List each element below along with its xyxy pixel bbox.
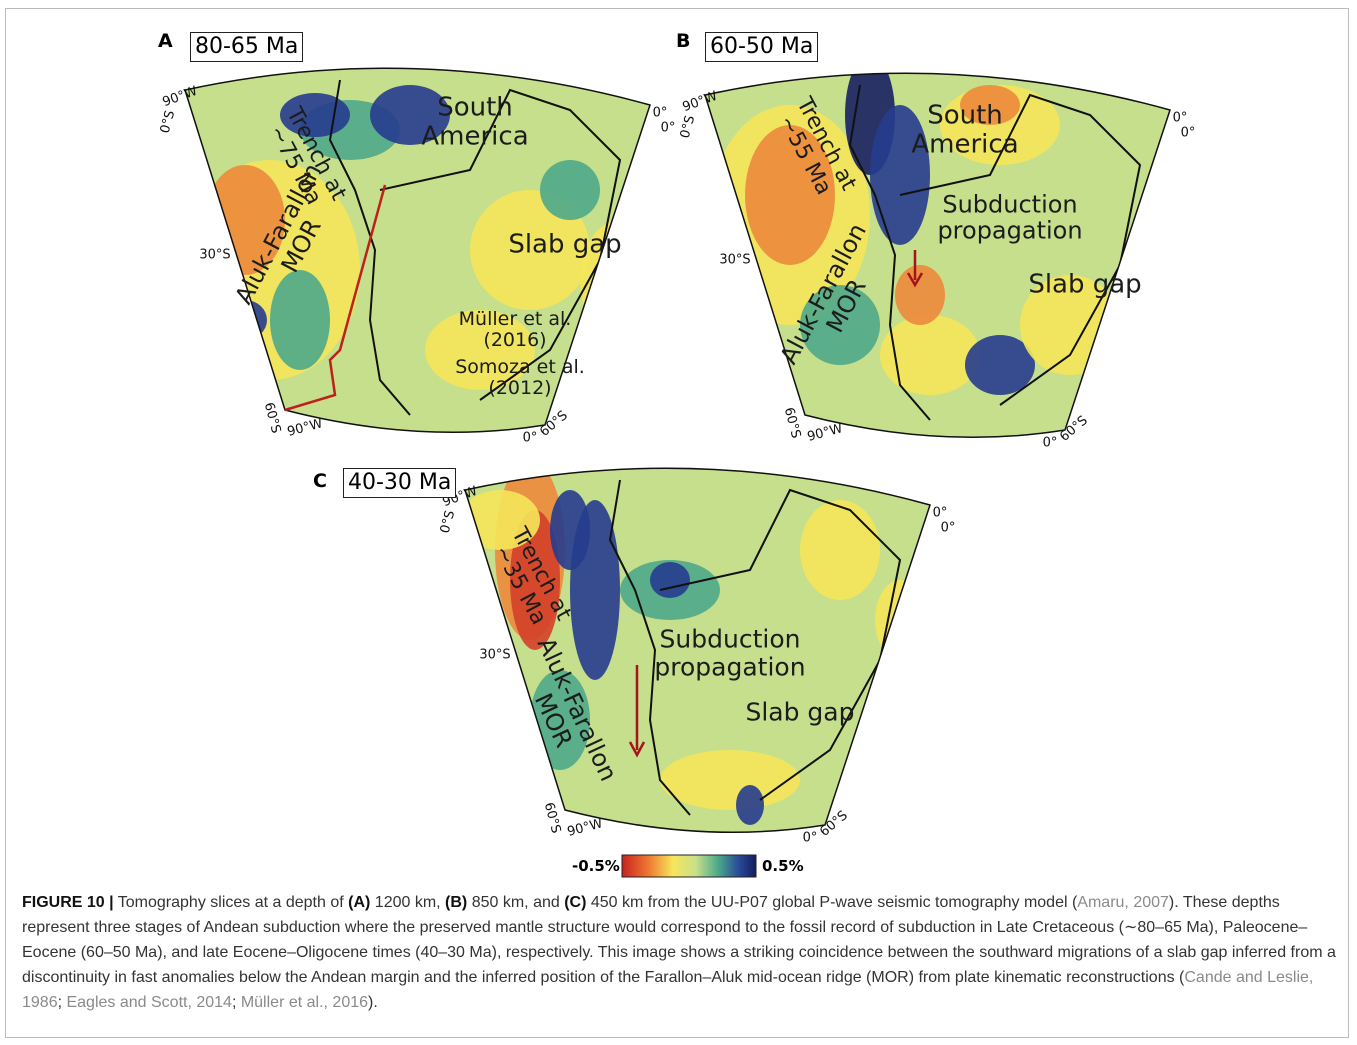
coordinate-label: 30°S: [719, 253, 750, 268]
caption-bold: (C): [564, 894, 586, 911]
citation-link[interactable]: Eagles and Scott, 2014: [66, 994, 231, 1011]
panel-letter: A: [158, 30, 173, 52]
page: 90°W0°S0°0°30°S60°S90°W0°60°SSouth Ameri…: [0, 0, 1357, 1045]
panel-title: 60-50 Ma: [705, 32, 818, 62]
caption-text: 850 km, and: [467, 894, 564, 911]
anomaly: [736, 785, 764, 825]
caption-bold: (A): [348, 894, 370, 911]
caption-text: ;: [232, 994, 241, 1011]
panel-letter: B: [676, 30, 690, 52]
caption-bold: (B): [445, 894, 467, 911]
panel-title: 80-65 Ma: [190, 32, 303, 62]
citation-link[interactable]: Amaru, 2007: [1077, 894, 1169, 911]
caption-label: FIGURE 10 |: [22, 894, 114, 911]
anomaly: [650, 562, 690, 598]
map-annotation: Subduction propagation: [920, 192, 1100, 245]
map-annotation: Slab gap: [730, 698, 870, 726]
colorbar-max: 0.5%: [762, 857, 804, 875]
anomaly: [800, 500, 880, 600]
caption-text: ).: [368, 994, 378, 1011]
colorbar: [620, 854, 760, 880]
citation-link[interactable]: Müller et al., 2016: [241, 994, 368, 1011]
colorbar-min: -0.5%: [572, 857, 620, 875]
coordinate-label: 0°: [933, 506, 948, 521]
coordinate-label: 30°S: [199, 248, 230, 263]
map-annotation: Somoza et al. (2012): [453, 357, 588, 399]
map-annotation: Subduction propagation: [640, 626, 820, 681]
coordinate-label: 0°: [1043, 436, 1058, 451]
anomaly: [660, 750, 800, 810]
coordinate-label: 0°: [803, 831, 818, 846]
caption-text: 1200 km,: [370, 894, 445, 911]
coordinate-label: 0°: [1173, 111, 1188, 126]
tomography: [670, 25, 1230, 465]
map: [670, 25, 1230, 465]
coordinate-label: 0°: [941, 521, 956, 536]
anomaly: [540, 160, 600, 220]
map-annotation: South America: [410, 93, 540, 150]
panel-title: 40-30 Ma: [343, 468, 456, 498]
coordinate-label: 0°: [653, 106, 668, 121]
caption-text: Tomography slices at a depth of: [114, 894, 349, 911]
map-annotation: South America: [900, 101, 1030, 158]
panel-letter: C: [313, 470, 327, 492]
caption: FIGURE 10 | Tomography slices at a depth…: [22, 890, 1340, 1015]
map-annotation: Müller et al. (2016): [455, 309, 575, 351]
map-annotation: Slab gap: [1015, 271, 1155, 300]
anomaly: [550, 490, 590, 570]
map-annotation: Slab gap: [495, 231, 635, 260]
caption-text: 450 km from the UU-P07 global P-wave sei…: [586, 894, 1077, 911]
coordinate-label: 0°: [1181, 126, 1196, 141]
